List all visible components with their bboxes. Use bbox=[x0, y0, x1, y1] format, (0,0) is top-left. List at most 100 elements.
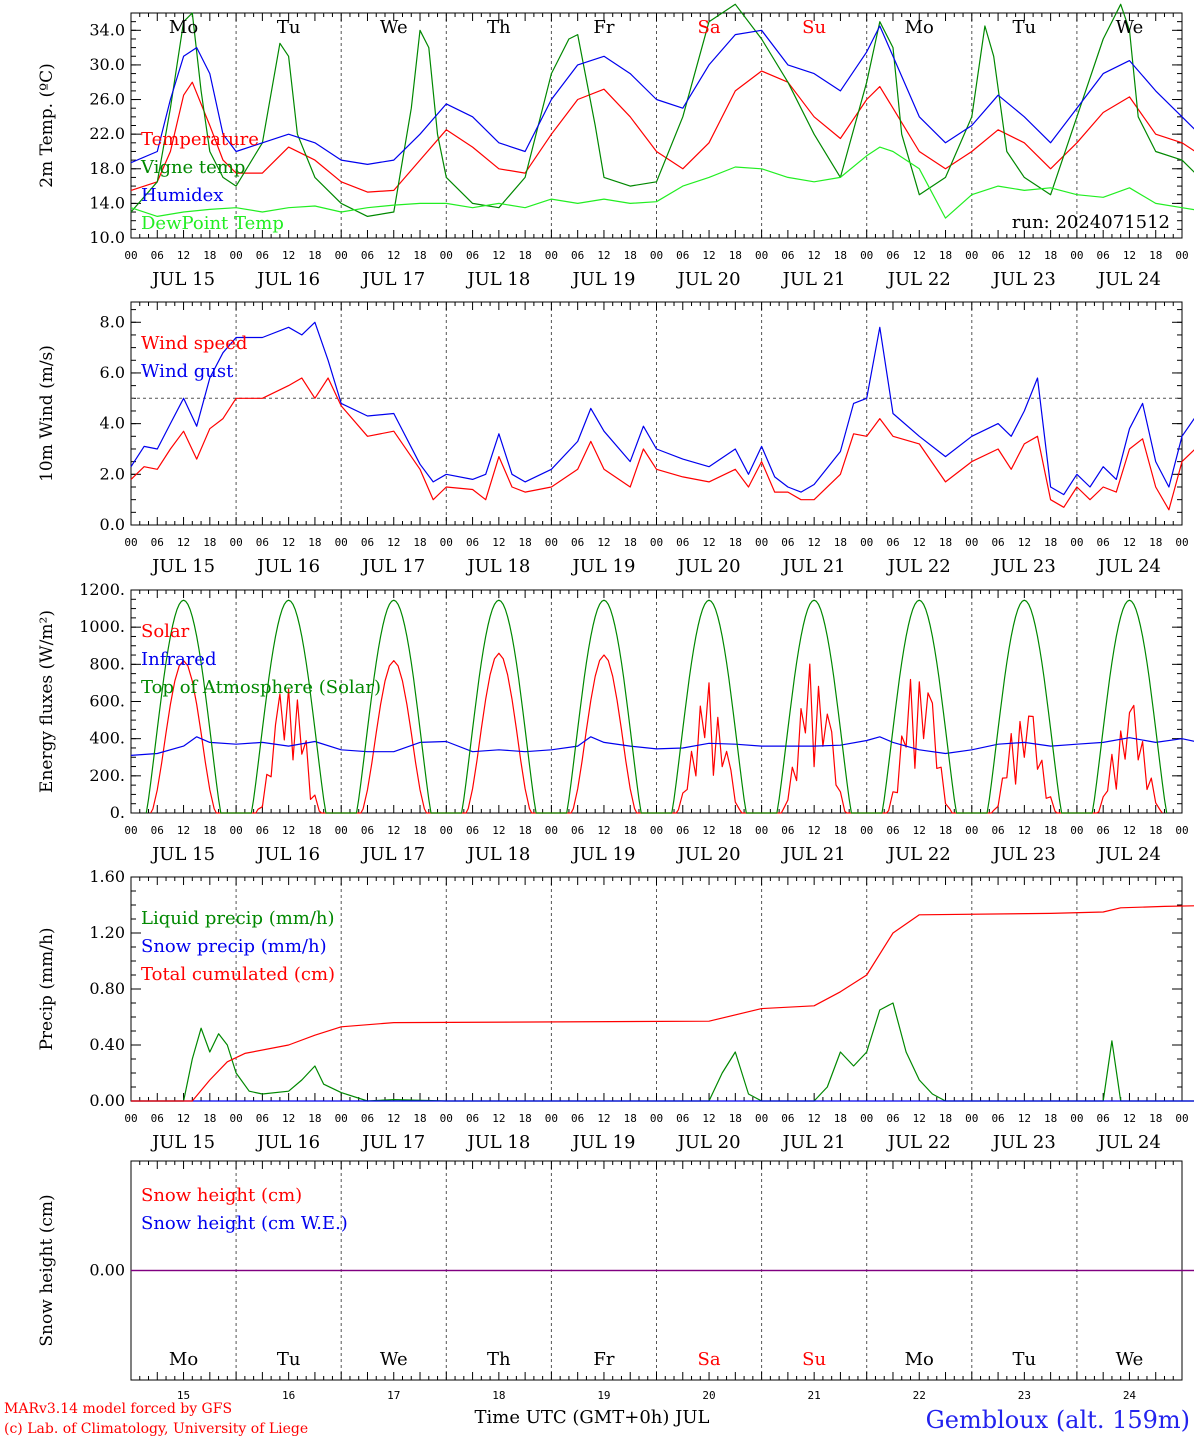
hour-tick-label: 12 bbox=[282, 249, 295, 262]
weekday-label: We bbox=[1116, 1349, 1144, 1370]
hour-tick-label: 12 bbox=[913, 249, 926, 262]
hour-tick-label: 12 bbox=[387, 249, 400, 262]
hour-tick-label: 18 bbox=[1149, 1112, 1162, 1125]
hour-tick-label: 06 bbox=[571, 824, 584, 837]
model-credit: MARv3.14 model forced by GFS bbox=[4, 1401, 232, 1417]
hour-tick-label: 18 bbox=[834, 824, 847, 837]
date-label: JUL 15 bbox=[150, 269, 215, 290]
date-label: JUL 17 bbox=[360, 556, 425, 577]
weekday-label: Fr bbox=[593, 1349, 614, 1370]
hour-tick-label: 18 bbox=[203, 249, 216, 262]
hour-tick-label: 12 bbox=[702, 249, 715, 262]
hour-tick-label: 12 bbox=[1123, 249, 1136, 262]
date-label: JUL 18 bbox=[465, 556, 530, 577]
hour-tick-label: 00 bbox=[965, 249, 978, 262]
day-number-label: 17 bbox=[387, 1389, 400, 1402]
hour-tick-label: 06 bbox=[1097, 824, 1110, 837]
hour-tick-label: 12 bbox=[808, 536, 821, 549]
y-tick-label: 22.0 bbox=[89, 124, 125, 143]
date-label: JUL 19 bbox=[570, 1132, 635, 1153]
hour-tick-label: 06 bbox=[151, 1112, 164, 1125]
hour-tick-label: 12 bbox=[808, 824, 821, 837]
hour-tick-label: 06 bbox=[991, 249, 1004, 262]
hour-tick-label: 18 bbox=[413, 824, 426, 837]
hour-tick-label: 18 bbox=[939, 249, 952, 262]
date-label: JUL 23 bbox=[991, 1132, 1056, 1153]
date-label: JUL 22 bbox=[886, 556, 951, 577]
y-axis-label: 10m Wind (m/s) bbox=[37, 345, 57, 482]
hour-tick-label: 00 bbox=[229, 536, 242, 549]
hour-tick-label: 18 bbox=[203, 1112, 216, 1125]
y-tick-label: 26.0 bbox=[89, 90, 125, 109]
date-label: JUL 21 bbox=[781, 269, 846, 290]
hour-tick-label: 06 bbox=[781, 1112, 794, 1125]
y-tick-label: 34.0 bbox=[89, 20, 125, 39]
legend-entry: Total cumulated (cm) bbox=[141, 964, 335, 985]
hour-tick-label: 18 bbox=[1044, 249, 1057, 262]
legend-entry: Liquid precip (mm/h) bbox=[141, 908, 335, 929]
y-tick-label: 14.0 bbox=[89, 193, 125, 212]
hour-tick-label: 06 bbox=[571, 249, 584, 262]
hour-tick-label: 18 bbox=[834, 536, 847, 549]
hour-tick-label: 18 bbox=[519, 824, 532, 837]
hour-tick-label: 06 bbox=[886, 1112, 899, 1125]
hour-tick-label: 06 bbox=[361, 249, 374, 262]
y-tick-label: 10.0 bbox=[89, 228, 125, 247]
hour-tick-label: 00 bbox=[545, 1112, 558, 1125]
date-label: JUL 21 bbox=[781, 844, 846, 865]
panel-wind: 0.0 2.0 4.0 6.0 8.0 10m Wind (m/s) Wind speed W… bbox=[37, 301, 1194, 577]
weekday-label: Mo bbox=[905, 17, 934, 38]
y-tick-label: 6.0 bbox=[100, 363, 125, 382]
date-label: JUL 16 bbox=[255, 556, 320, 577]
date-label: JUL 22 bbox=[886, 844, 951, 865]
hour-tick-label: 18 bbox=[413, 1112, 426, 1125]
date-label: JUL 20 bbox=[676, 844, 741, 865]
hour-tick-label: 00 bbox=[440, 249, 453, 262]
panel-frame bbox=[130, 589, 1183, 814]
panels-layer: 10.0 14.0 18.0 22.0 26.0 30.0 34.0 2m Temp. (ºC… bbox=[37, 3, 1194, 1402]
station-label: Gembloux (alt. 159m) bbox=[926, 1406, 1190, 1434]
hour-tick-label: 00 bbox=[335, 536, 348, 549]
hour-tick-label: 00 bbox=[1070, 249, 1083, 262]
legend-entry: Snow precip (mm/h) bbox=[141, 936, 327, 957]
y-tick-label: 200. bbox=[89, 766, 125, 785]
hour-tick-label: 18 bbox=[939, 1112, 952, 1125]
hour-tick-label: 18 bbox=[413, 249, 426, 262]
hour-tick-label: 06 bbox=[256, 1112, 269, 1125]
hour-tick-label: 06 bbox=[781, 536, 794, 549]
y-tick-label: 2.0 bbox=[100, 464, 125, 483]
hour-tick-label: 00 bbox=[124, 1112, 137, 1125]
y-tick-label: 400. bbox=[89, 729, 125, 748]
hour-tick-label: 12 bbox=[1018, 249, 1031, 262]
hour-tick-label: 06 bbox=[571, 536, 584, 549]
hour-tick-label: 18 bbox=[939, 824, 952, 837]
y-tick-label: 8.0 bbox=[100, 312, 125, 331]
day-number-label: 20 bbox=[702, 1389, 715, 1402]
hour-tick-label: 18 bbox=[519, 249, 532, 262]
y-axis-label: Energy fluxes (W/m²) bbox=[37, 610, 57, 793]
hour-tick-label: 06 bbox=[256, 249, 269, 262]
hour-tick-label: 18 bbox=[519, 1112, 532, 1125]
lab-credit: (c) Lab. of Climatology, University of L… bbox=[4, 1421, 308, 1437]
hour-tick-label: 12 bbox=[702, 536, 715, 549]
hour-tick-label: 00 bbox=[755, 536, 768, 549]
hour-tick-label: 18 bbox=[729, 536, 742, 549]
y-tick-label: 1.60 bbox=[89, 867, 125, 886]
weekday-label: Th bbox=[487, 1349, 511, 1370]
hour-tick-label: 00 bbox=[650, 249, 663, 262]
y-axis-label: Precip (mm/h) bbox=[37, 927, 57, 1050]
hour-tick-label: 00 bbox=[335, 249, 348, 262]
hour-tick-label: 12 bbox=[492, 249, 505, 262]
series-line-vigne-temp bbox=[130, 3, 1194, 217]
hour-tick-label: 06 bbox=[1097, 536, 1110, 549]
hour-tick-label: 00 bbox=[650, 1112, 663, 1125]
hour-tick-label: 12 bbox=[1018, 536, 1031, 549]
hour-tick-label: 12 bbox=[597, 824, 610, 837]
hour-tick-label: 12 bbox=[1123, 1112, 1136, 1125]
hour-tick-label: 12 bbox=[1018, 824, 1031, 837]
hour-tick-label: 00 bbox=[545, 249, 558, 262]
hour-tick-label: 12 bbox=[492, 1112, 505, 1125]
hour-tick-label: 00 bbox=[1070, 824, 1083, 837]
weekday-label: Su bbox=[802, 17, 826, 38]
